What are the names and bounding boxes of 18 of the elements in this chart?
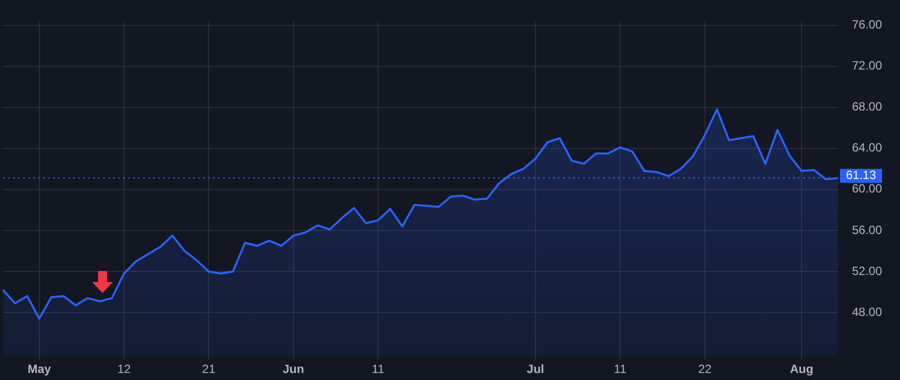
x-tick-label: Jul xyxy=(526,362,544,376)
y-tick-label: 48.00 xyxy=(852,304,882,319)
y-tick-label: 68.00 xyxy=(852,100,882,114)
y-tick-label: 56.00 xyxy=(852,222,882,237)
y-tick-label: 52.00 xyxy=(852,264,882,278)
ref-line-label: 61.13 xyxy=(846,168,876,182)
x-tick-label: Jun xyxy=(282,362,304,376)
x-tick-label: 22 xyxy=(698,362,712,376)
x-tick-label: Aug xyxy=(790,362,814,376)
x-tick-label: May xyxy=(28,362,52,376)
x-tick-label: 11 xyxy=(372,362,385,376)
y-tick-label: 64.00 xyxy=(852,140,882,155)
y-tick-label: 76.00 xyxy=(852,18,882,32)
x-tick-label: 11 xyxy=(614,362,627,376)
x-tick-label: 12 xyxy=(117,362,132,376)
y-tick-label: 60.00 xyxy=(852,182,882,196)
x-tick-label: 21 xyxy=(202,362,216,376)
y-tick-label: 72.00 xyxy=(852,58,882,73)
